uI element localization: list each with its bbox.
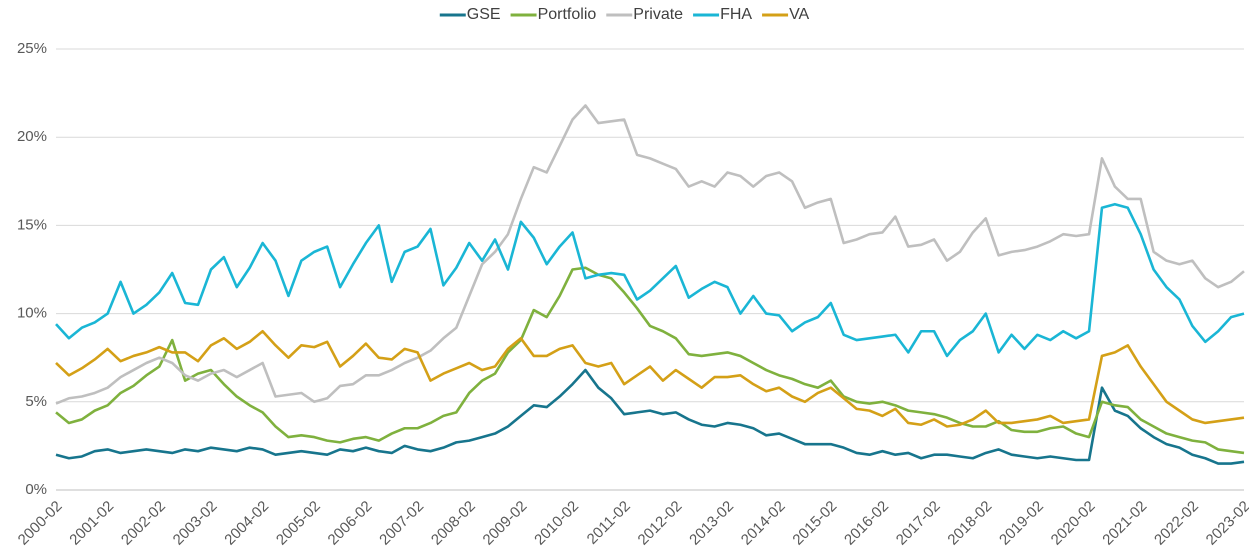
x-tick-label: 2000-02 (15, 498, 66, 549)
y-tick-label: 0% (25, 481, 47, 498)
legend-label: GSE (467, 6, 501, 23)
x-tick-label: 2010-02 (531, 498, 582, 549)
x-tick-label: 2004-02 (221, 498, 272, 549)
series-line (55, 329, 1245, 428)
x-tick-label: 2003-02 (170, 498, 221, 549)
x-tick-label: 2012-02 (635, 498, 686, 549)
legend-item: Portfolio (510, 6, 597, 23)
legend-item: VA (762, 6, 810, 23)
legend-label: VA (789, 6, 809, 23)
x-tick-label: 2005-02 (273, 498, 324, 549)
legend-item: GSE (439, 6, 501, 23)
legend-label: Private (633, 6, 683, 23)
series-line (55, 368, 1245, 465)
x-tick-label: 2020-02 (1048, 498, 1099, 549)
x-tick-label: 2015-02 (789, 498, 840, 549)
series-line (55, 202, 1245, 358)
x-tick-label: 2008-02 (428, 498, 479, 549)
legend-label: Portfolio (538, 6, 597, 23)
y-tick-label: 5% (25, 393, 47, 410)
x-tick-label: 2013-02 (686, 498, 737, 549)
x-tick-label: 2021-02 (1099, 498, 1150, 549)
x-tick-label: 2001-02 (66, 498, 117, 549)
series-line (55, 266, 1245, 455)
x-tick-label: 2023-02 (1203, 498, 1249, 549)
x-tick-label: 2019-02 (996, 498, 1047, 549)
x-tick-label: 2009-02 (480, 498, 531, 549)
y-tick-label: 25% (17, 40, 47, 57)
y-tick-label: 10% (17, 305, 47, 322)
x-tick-label: 2017-02 (893, 498, 944, 549)
y-tick-label: 15% (17, 216, 47, 233)
legend-item: FHA (693, 6, 752, 23)
legend: GSE Portfolio Private FHA VA (439, 6, 810, 23)
x-tick-label: 2018-02 (944, 498, 995, 549)
x-tick-label: 2007-02 (376, 498, 427, 549)
x-tick-label: 2016-02 (841, 498, 892, 549)
series-line (55, 104, 1245, 405)
x-tick-label: 2011-02 (584, 498, 634, 548)
legend-label: FHA (720, 6, 752, 23)
x-tick-label: 2014-02 (738, 498, 789, 549)
x-tick-label: 2006-02 (325, 498, 376, 549)
legend-item: Private (606, 6, 683, 23)
x-tick-label: 2002-02 (118, 498, 169, 549)
y-tick-label: 20% (17, 128, 47, 145)
x-tick-label: 2022-02 (1151, 498, 1202, 549)
